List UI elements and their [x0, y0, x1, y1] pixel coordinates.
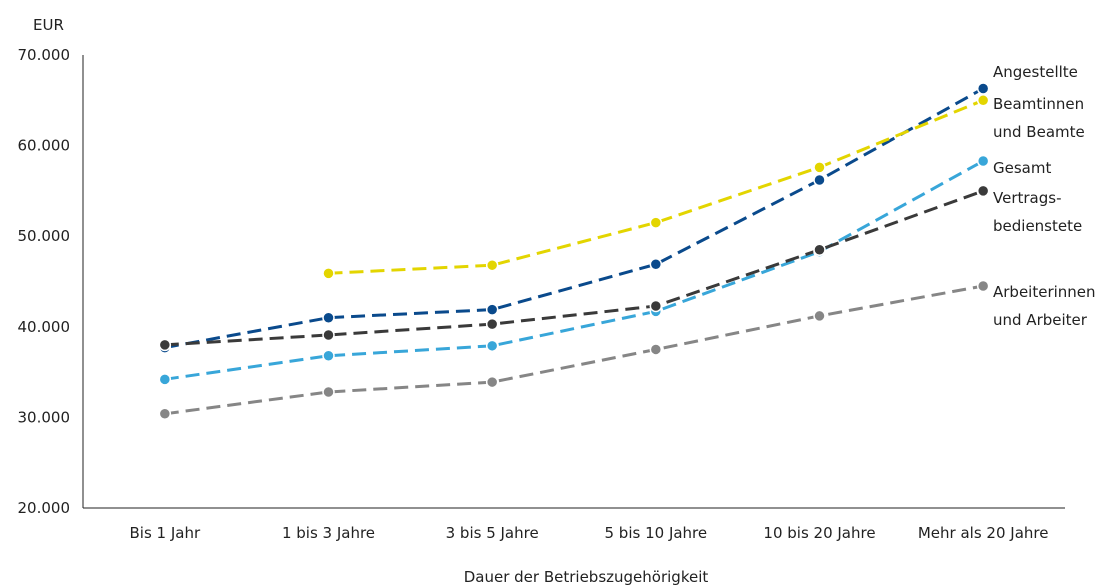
- x-axis-title: Dauer der Betriebszugehörigkeit: [464, 568, 709, 586]
- data-point: [813, 309, 826, 323]
- data-point: [485, 258, 499, 272]
- series-label: Vertrags-bedienstete: [993, 189, 1082, 235]
- data-point: [976, 82, 990, 95]
- series-label-line: bedienstete: [993, 217, 1082, 235]
- x-tick-label: 10 bis 20 Jahre: [763, 524, 875, 542]
- series-label-line: und Arbeiter: [993, 311, 1088, 329]
- series-label: Arbeiterinnen und Arbeiter: [993, 283, 1096, 329]
- y-tick-label: 30.000: [18, 408, 71, 426]
- series-lines: [164, 87, 984, 416]
- series-points: [158, 82, 990, 421]
- series-line: [164, 284, 984, 416]
- series-labels: Angestellte Beamtinnen und Beamte Gesamt Ver…: [993, 63, 1096, 329]
- series-line: [164, 189, 984, 347]
- data-point: [158, 407, 172, 421]
- data-point: [485, 303, 499, 316]
- data-point: [322, 385, 335, 399]
- y-tick-label: 60.000: [18, 137, 71, 155]
- data-point: [976, 279, 990, 293]
- y-axis-ticks: 20.000 30.000 40.000 50.000 60.000 70.000: [18, 46, 71, 517]
- series-label-line: Gesamt: [993, 159, 1051, 177]
- data-point: [649, 299, 663, 313]
- data-point: [649, 216, 663, 229]
- data-point: [813, 173, 826, 187]
- data-point: [485, 339, 499, 353]
- x-tick-label: Mehr als 20 Jahre: [918, 524, 1049, 542]
- series-line: [164, 159, 984, 381]
- data-point: [649, 343, 663, 356]
- data-point: [322, 267, 335, 280]
- series-label: Gesamt: [993, 159, 1051, 177]
- y-tick-label: 70.000: [18, 46, 71, 64]
- data-point: [322, 349, 335, 363]
- y-tick-label: 50.000: [18, 227, 71, 245]
- y-tick-label: 20.000: [18, 499, 71, 517]
- data-point: [976, 154, 990, 168]
- data-point: [813, 161, 826, 174]
- data-point: [485, 375, 499, 389]
- data-point: [813, 243, 826, 257]
- axes: [82, 55, 1065, 509]
- series-label: Beamtinnen und Beamte: [993, 95, 1085, 141]
- x-tick-label: 1 bis 3 Jahre: [282, 524, 375, 542]
- series-line: [164, 87, 984, 350]
- data-point: [322, 328, 335, 342]
- data-point: [485, 317, 499, 331]
- series-line: [328, 98, 984, 275]
- data-point: [649, 258, 663, 271]
- y-unit-label: EUR: [33, 16, 64, 34]
- series-label: Angestellte: [993, 63, 1078, 81]
- series-label-line: Angestellte: [993, 63, 1078, 81]
- x-axis-ticks: Bis 1 Jahr 1 bis 3 Jahre 3 bis 5 Jahre 5 bi…: [130, 524, 1049, 542]
- series-label-line: Vertrags-: [993, 189, 1061, 207]
- series-label-line: und Beamte: [993, 123, 1085, 141]
- data-point: [976, 184, 990, 198]
- series-label-line: Arbeiterinnen: [993, 283, 1096, 301]
- data-point: [158, 338, 172, 352]
- x-tick-label: Bis 1 Jahr: [130, 524, 201, 542]
- x-tick-label: 3 bis 5 Jahre: [446, 524, 539, 542]
- data-point: [322, 311, 335, 324]
- series-label-line: Beamtinnen: [993, 95, 1084, 113]
- x-tick-label: 5 bis 10 Jahre: [605, 524, 708, 542]
- data-point: [158, 373, 172, 386]
- y-tick-label: 40.000: [18, 318, 71, 336]
- data-point: [976, 94, 990, 107]
